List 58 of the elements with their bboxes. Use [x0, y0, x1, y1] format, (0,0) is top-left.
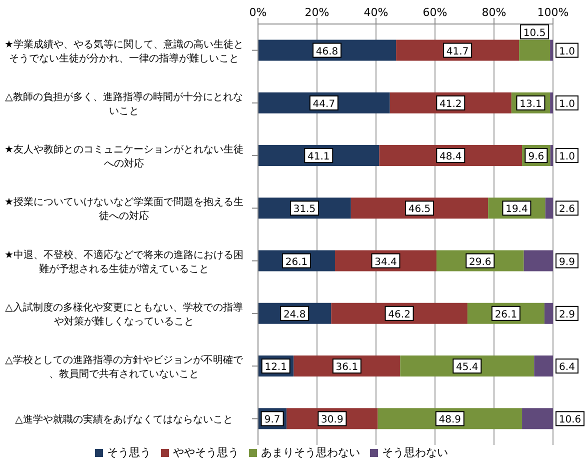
data-label: 1.0 — [559, 46, 575, 58]
y-tick-label: ★授業についていけないなど学業面で問題を抱える生徒への対応 — [4, 196, 244, 222]
bar — [550, 40, 553, 61]
bar — [524, 250, 553, 272]
y-tick-label: ★友人や教師とのコミュニケーションがとれない生徒への対応 — [4, 144, 244, 170]
data-label: 9.9 — [559, 256, 575, 268]
data-label: 41.7 — [446, 46, 469, 58]
y-tick-label: △入試制度の多様化や変更にともない、学校での指導や対策が難しくなっていること — [5, 301, 243, 328]
data-label: 2.6 — [559, 204, 575, 216]
legend-label: そう思う — [107, 446, 151, 459]
data-label: 46.5 — [408, 204, 431, 216]
data-label: 6.4 — [559, 362, 575, 374]
data-label: 19.4 — [506, 204, 528, 216]
data-label: 45.4 — [456, 362, 478, 374]
data-label: 30.9 — [321, 414, 344, 426]
data-label: 10.6 — [558, 414, 582, 426]
x-tick-label: 80% — [482, 6, 506, 19]
data-label: 46.8 — [316, 46, 338, 58]
legend-label: ややそう思う — [173, 446, 239, 459]
data-label: 46.2 — [388, 309, 410, 320]
y-tick-label: ★中退、不登校、不適応などで将来の進路における困難が予想される生徒が増えていること — [4, 248, 244, 275]
bar — [550, 145, 553, 166]
data-label: 48.9 — [438, 414, 462, 426]
x-tick-label: 40% — [364, 6, 388, 19]
bar — [550, 92, 553, 114]
data-label: 26.1 — [285, 256, 308, 268]
data-label: 12.1 — [264, 362, 287, 374]
x-tick-label: 20% — [304, 6, 330, 19]
legend-label: あまりそう思わない — [261, 446, 360, 459]
y-tick-label: ★学業成績や、やる気等に関して、意識の高い生徒とそうでない生徒が分かれ、一律の指導が難しいこと — [4, 38, 244, 64]
data-label: 26.1 — [494, 309, 518, 320]
data-label: 34.4 — [374, 256, 397, 268]
bar — [545, 198, 553, 219]
bar — [522, 408, 553, 430]
data-label: 2.9 — [559, 309, 575, 320]
bar — [534, 356, 553, 377]
data-label: 1.0 — [559, 152, 575, 163]
data-label: 36.1 — [336, 362, 358, 374]
data-label: 24.8 — [283, 309, 306, 320]
y-tick-label: △学校としての進路指導の方針やビジョンが不明確で、教員間で共有されていないこと — [5, 354, 244, 380]
data-label: 1.0 — [559, 98, 575, 110]
data-label: 44.7 — [312, 98, 336, 110]
legend-label: そう思わない — [382, 446, 448, 459]
x-tick-label: 0% — [249, 6, 267, 19]
data-label: 9.6 — [528, 152, 544, 163]
data-label: 29.6 — [469, 256, 492, 268]
data-label: 41.2 — [440, 98, 462, 110]
data-label: 10.5 — [523, 28, 546, 39]
bar — [544, 302, 553, 324]
x-tick-label: 60% — [422, 6, 448, 19]
data-label: 41.1 — [307, 152, 330, 163]
x-tick-label: 100% — [537, 6, 569, 19]
data-label: 48.4 — [440, 152, 462, 163]
y-tick-label: △教師の負担が多く、進路指導の時間が十分にとれないこと — [5, 90, 243, 117]
data-label: 13.1 — [520, 98, 542, 110]
y-tick-label: △進学や就職の実績をあげなくてはならないこと — [15, 414, 233, 426]
data-label: 31.5 — [293, 204, 316, 216]
data-label: 9.7 — [264, 414, 280, 426]
